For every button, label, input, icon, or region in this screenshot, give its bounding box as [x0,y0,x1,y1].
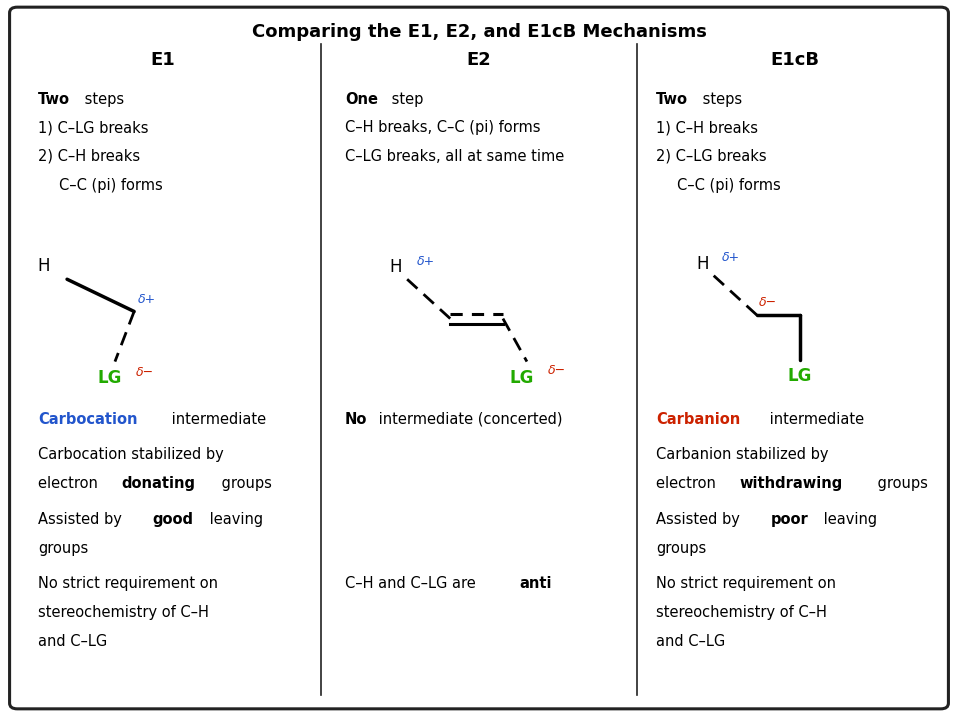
Text: E2: E2 [467,51,491,69]
Text: H: H [696,255,709,273]
Text: C–H breaks, C–C (pi) forms: C–H breaks, C–C (pi) forms [345,120,540,135]
Text: intermediate: intermediate [167,412,265,427]
Text: δ+: δ+ [417,255,435,268]
Text: δ+: δ+ [721,251,740,264]
Text: LG: LG [510,369,535,387]
Text: and C–LG: and C–LG [656,634,725,649]
Text: intermediate (concerted): intermediate (concerted) [374,412,562,427]
Text: δ−: δ− [136,366,154,379]
Text: withdrawing: withdrawing [740,476,843,491]
Text: leaving: leaving [819,512,878,527]
Text: 1) C–LG breaks: 1) C–LG breaks [38,120,148,135]
Text: anti: anti [519,576,552,591]
Text: C–C (pi) forms: C–C (pi) forms [677,178,781,193]
Text: Comparing the E1, E2, and E1cB Mechanisms: Comparing the E1, E2, and E1cB Mechanism… [252,22,706,41]
Text: good: good [152,512,194,527]
Text: 2) C–H breaks: 2) C–H breaks [38,149,141,164]
Text: One: One [345,92,377,107]
Text: electron: electron [656,476,720,491]
Text: Assisted by: Assisted by [656,512,744,527]
Text: No strict requirement on: No strict requirement on [656,576,836,591]
Text: C–LG breaks, all at same time: C–LG breaks, all at same time [345,149,564,164]
Text: stereochemistry of C–H: stereochemistry of C–H [656,605,827,620]
FancyBboxPatch shape [10,7,948,709]
Text: δ−: δ− [759,296,777,309]
Text: Two: Two [656,92,688,107]
Text: groups: groups [38,541,88,556]
Text: electron: electron [38,476,103,491]
Text: groups: groups [656,541,706,556]
Text: C–C (pi) forms: C–C (pi) forms [59,178,163,193]
Text: leaving: leaving [205,512,263,527]
Text: Carbocation: Carbocation [38,412,138,427]
Text: No strict requirement on: No strict requirement on [38,576,218,591]
Text: Carbocation stabilized by: Carbocation stabilized by [38,448,224,463]
Text: groups: groups [217,476,272,491]
Text: C–H and C–LG are: C–H and C–LG are [345,576,480,591]
Text: stereochemistry of C–H: stereochemistry of C–H [38,605,209,620]
Text: δ+: δ+ [138,293,156,306]
Text: donating: donating [122,476,195,491]
Text: steps: steps [697,92,741,107]
Text: Assisted by: Assisted by [38,512,126,527]
Text: steps: steps [80,92,124,107]
Text: LG: LG [787,367,812,385]
Text: H: H [390,258,402,276]
Text: 2) C–LG breaks: 2) C–LG breaks [656,149,766,164]
Text: No: No [345,412,367,427]
Text: E1cB: E1cB [770,51,820,69]
Text: poor: poor [770,512,809,527]
Text: step: step [387,92,423,107]
Text: LG: LG [98,369,123,387]
Text: Carbanion stabilized by: Carbanion stabilized by [656,448,829,463]
Text: 1) C–H breaks: 1) C–H breaks [656,120,758,135]
Text: groups: groups [873,476,927,491]
Text: Carbanion: Carbanion [656,412,741,427]
Text: H: H [37,257,50,275]
Text: δ−: δ− [548,364,566,377]
Text: and C–LG: and C–LG [38,634,107,649]
Text: intermediate: intermediate [764,412,864,427]
Text: E1: E1 [150,51,175,69]
Text: Two: Two [38,92,70,107]
